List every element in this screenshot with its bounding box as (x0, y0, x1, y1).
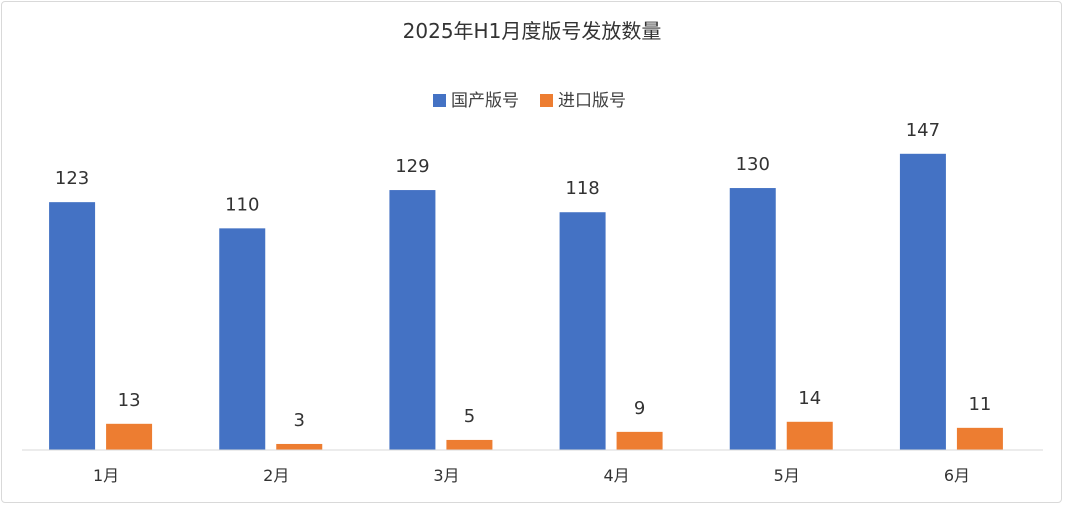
x-tick-label: 1月 (93, 466, 119, 485)
x-axis-ticks: 1月 2月 3月 4月 5月 6月 (93, 466, 970, 485)
bar-imported-3 (446, 439, 493, 450)
data-label: 130 (736, 154, 770, 175)
bar-imported-4 (616, 431, 663, 450)
bar-imported-5 (786, 421, 833, 450)
legend: 国产版号 进口版号 (433, 91, 626, 111)
bar-domestic-5 (729, 188, 776, 451)
data-label: 147 (906, 120, 940, 141)
data-label: 13 (118, 390, 141, 411)
data-label: 5 (464, 406, 475, 427)
legend-label-imported: 进口版号 (558, 91, 626, 111)
bar-domestic-2 (219, 228, 266, 450)
data-label: 3 (294, 410, 305, 431)
bar-imported-2 (276, 443, 323, 450)
data-labels-group: 123 13 110 3 129 5 118 9 130 14 147 11 (55, 120, 991, 431)
bar-domestic-1 (49, 202, 96, 450)
legend-swatch-imported (540, 94, 553, 107)
data-label: 129 (395, 156, 429, 177)
bar-imported-6 (956, 427, 1003, 450)
chart-title: 2025年H1月度版号发放数量 (403, 19, 662, 43)
data-label: 110 (225, 194, 259, 215)
x-tick-label: 3月 (433, 466, 459, 485)
bar-domestic-6 (899, 153, 946, 451)
bar-imported-1 (106, 423, 153, 450)
data-label: 14 (798, 388, 821, 409)
data-label: 118 (565, 178, 599, 199)
data-label: 9 (634, 398, 645, 419)
x-tick-label: 4月 (603, 466, 629, 485)
bar-domestic-3 (389, 190, 436, 450)
x-tick-label: 2月 (263, 466, 289, 485)
x-tick-label: 6月 (944, 466, 970, 485)
legend-label-domestic: 国产版号 (451, 91, 519, 111)
legend-swatch-domestic (433, 94, 446, 107)
data-label: 123 (55, 168, 89, 189)
bar-domestic-4 (559, 212, 606, 450)
x-tick-label: 5月 (774, 466, 800, 485)
bars-group (49, 153, 1003, 451)
data-label: 11 (968, 394, 991, 415)
